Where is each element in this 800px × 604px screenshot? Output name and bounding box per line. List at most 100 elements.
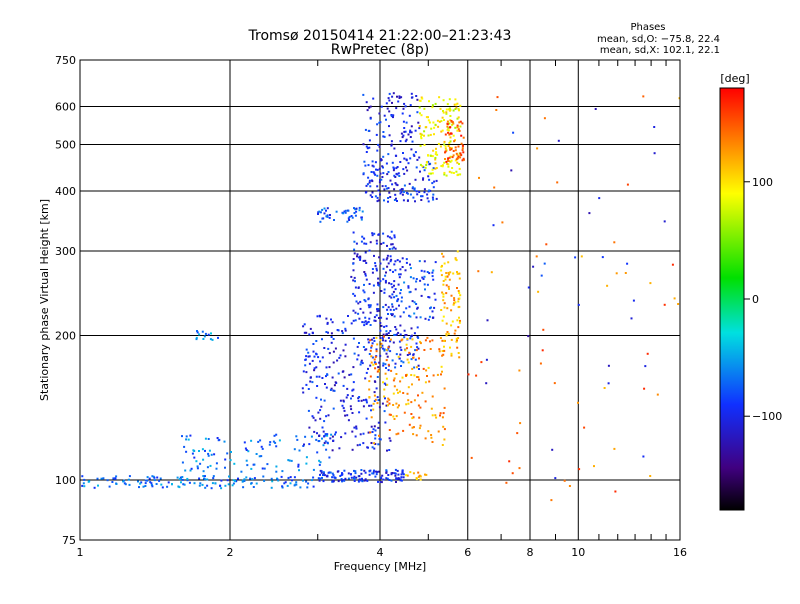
data-point: [394, 366, 397, 369]
data-point: [97, 484, 99, 487]
data-point: [183, 483, 186, 486]
data-point: [330, 341, 333, 344]
data-point: [357, 256, 360, 259]
data-point: [349, 473, 352, 476]
data-point: [400, 349, 403, 351]
data-point: [366, 109, 369, 112]
data-point: [445, 322, 448, 325]
data-point: [388, 429, 391, 431]
data-point: [426, 193, 429, 196]
data-point: [360, 361, 363, 364]
data-point: [420, 114, 423, 117]
data-point: [369, 364, 372, 367]
data-point: [356, 358, 359, 361]
data-point: [434, 298, 437, 301]
data-point: [378, 438, 381, 440]
data-point: [444, 275, 447, 278]
data-point: [384, 274, 387, 277]
data-point: [376, 396, 379, 399]
data-point: [376, 343, 379, 346]
data-point: [198, 484, 201, 487]
data-point: [395, 353, 398, 356]
data-point: [352, 381, 355, 384]
data-point: [444, 133, 447, 136]
data-point: [396, 95, 398, 98]
data-point: [87, 480, 90, 483]
data-point: [359, 443, 361, 446]
data-point: [411, 300, 414, 303]
data-point: [441, 416, 444, 419]
data-point: [456, 287, 458, 289]
data-point: [372, 428, 375, 431]
data-point: [179, 476, 182, 479]
data-point: [367, 304, 370, 307]
data-point: [387, 197, 390, 199]
data-point: [365, 151, 368, 153]
data-point: [450, 120, 453, 123]
data-point: [368, 317, 371, 320]
data-point: [449, 136, 452, 139]
data-point: [456, 161, 459, 164]
data-point: [369, 185, 372, 188]
data-point: [398, 357, 401, 360]
data-point: [344, 209, 347, 212]
data-point: [363, 469, 366, 472]
data-point: [330, 433, 333, 436]
data-point: [325, 331, 328, 333]
data-point: [415, 166, 418, 169]
data-point: [593, 465, 595, 468]
data-point: [443, 262, 446, 265]
data-point: [435, 147, 437, 150]
data-point: [323, 347, 326, 349]
data-point: [352, 366, 355, 369]
data-point: [411, 383, 413, 386]
data-point: [396, 166, 399, 168]
data-point: [158, 479, 161, 482]
data-point: [160, 483, 163, 486]
data-point: [406, 358, 409, 361]
data-point: [374, 195, 377, 198]
data-point: [512, 131, 515, 134]
data-point: [386, 477, 389, 480]
data-point: [388, 282, 391, 285]
data-point: [400, 473, 403, 476]
data-point: [394, 468, 397, 471]
data-point: [392, 114, 395, 117]
data-point: [412, 433, 415, 436]
data-point: [427, 200, 430, 203]
data-point: [459, 319, 461, 322]
data-point: [409, 129, 412, 132]
data-point: [456, 346, 459, 349]
data-point: [378, 370, 380, 373]
data-point: [431, 275, 434, 278]
data-point: [445, 111, 448, 114]
data-point: [673, 297, 676, 300]
data-point: [443, 349, 446, 352]
data-point: [373, 469, 375, 472]
data-point: [195, 336, 198, 339]
data-point: [419, 170, 421, 173]
data-point: [290, 459, 293, 462]
data-point: [302, 445, 305, 447]
data-point: [185, 450, 188, 453]
data-point: [392, 290, 395, 293]
data-point: [390, 479, 393, 482]
data-point: [461, 122, 464, 125]
data-point: [395, 373, 398, 375]
data-point: [428, 121, 431, 124]
data-point: [414, 129, 417, 132]
data-point: [409, 193, 412, 196]
data-point: [400, 479, 403, 482]
data-point: [407, 285, 410, 288]
data-point: [372, 337, 375, 340]
data-point: [389, 196, 392, 198]
data-point: [343, 376, 346, 379]
data-point: [653, 126, 656, 128]
data-point: [376, 196, 379, 199]
data-point: [181, 478, 184, 481]
data-point: [366, 479, 369, 482]
data-point: [414, 349, 417, 352]
data-point: [430, 172, 432, 175]
data-point: [440, 120, 443, 123]
data-point: [199, 482, 202, 485]
